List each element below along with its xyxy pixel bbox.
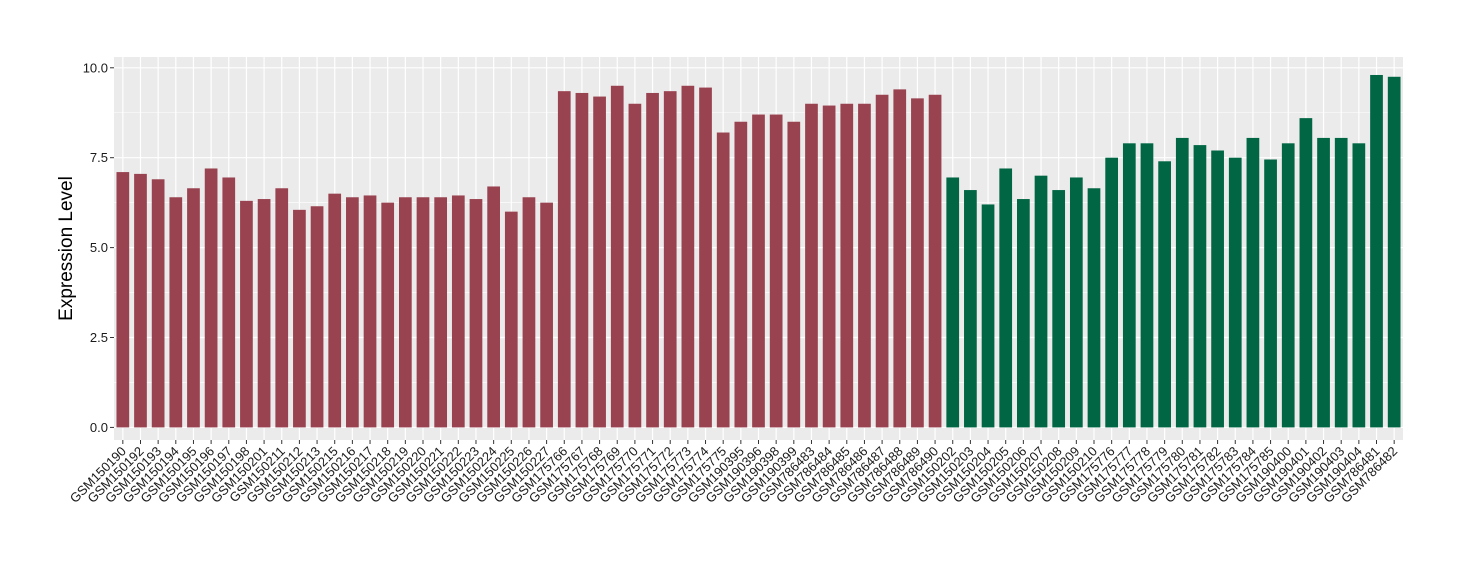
bar-GSM175777 (1122, 143, 1136, 428)
bar-GSM150218 (381, 202, 395, 428)
bar-GSM150215 (328, 193, 342, 428)
bar-GSM175775 (716, 132, 730, 428)
bar-GSM150202 (946, 177, 960, 428)
bar-GSM190395 (734, 121, 748, 428)
bar-GSM150205 (999, 168, 1013, 428)
bar-GSM150221 (434, 197, 448, 428)
bar-GSM150225 (504, 211, 518, 428)
bar-GSM175784 (1246, 137, 1260, 428)
bar-GSM150213 (310, 206, 324, 428)
bar-GSM190403 (1334, 137, 1348, 428)
bar-GSM175781 (1193, 145, 1207, 428)
bar-GSM175776 (1105, 157, 1119, 428)
bar-GSM150223 (469, 199, 483, 428)
y-axis-title: Expression Level (56, 176, 77, 321)
y-tick-label: 5.0 (90, 240, 108, 255)
bar-GSM786484 (822, 105, 836, 428)
bar-GSM786486 (858, 103, 871, 428)
bar-GSM190404 (1352, 143, 1366, 428)
bar-GSM150219 (398, 197, 412, 428)
bar-GSM786488 (893, 89, 907, 428)
bar-GSM190401 (1299, 118, 1313, 428)
bar-GSM786487 (875, 94, 889, 428)
bars (116, 74, 1401, 428)
bar-GSM175774 (699, 87, 712, 428)
bar-GSM190402 (1317, 137, 1330, 428)
y-tick-label: 7.5 (90, 150, 108, 165)
bar-GSM190399 (787, 121, 801, 428)
bar-GSM175780 (1175, 137, 1189, 428)
bar-GSM175770 (628, 103, 642, 428)
bar-GSM150211 (275, 188, 289, 428)
bar-GSM175768 (593, 96, 606, 428)
bar-GSM190398 (769, 114, 783, 428)
bar-GSM150209 (1069, 177, 1083, 428)
bar-GSM150217 (363, 195, 377, 428)
bar-GSM786490 (928, 94, 942, 428)
bar-GSM150194 (169, 197, 183, 428)
bar-GSM150190 (116, 172, 130, 428)
bar-GSM190400 (1281, 143, 1295, 428)
bar-GSM150206 (1017, 199, 1030, 428)
bar-GSM150212 (293, 209, 306, 428)
bar-GSM175773 (681, 85, 695, 428)
y-tick-label: 0.0 (90, 420, 108, 435)
bar-GSM150208 (1052, 190, 1066, 428)
y-tick-label: 10.0 (83, 60, 108, 75)
bar-GSM786483 (805, 103, 818, 428)
bar-GSM786489 (911, 98, 924, 428)
bar-GSM150226 (522, 197, 536, 428)
bar-GSM150204 (981, 204, 995, 428)
bar-GSM150197 (222, 177, 236, 428)
bar-GSM150193 (151, 179, 165, 428)
bar-GSM150210 (1087, 188, 1101, 428)
bar-GSM175778 (1140, 143, 1154, 428)
bar-GSM190396 (752, 114, 765, 428)
y-axis: 0.0 2.5 5.0 7.5 10.0 (83, 60, 114, 435)
bar-GSM175772 (663, 91, 677, 428)
y-tick-label: 2.5 (90, 330, 108, 345)
x-axis: GSM150190GSM150192GSM150193GSM150194GSM1… (67, 440, 1400, 506)
bar-GSM150196 (204, 168, 218, 428)
bar-GSM150222 (451, 195, 465, 428)
bar-GSM786481 (1370, 74, 1383, 428)
bar-GSM150201 (257, 199, 271, 428)
bar-GSM150203 (964, 190, 977, 428)
bar-GSM786485 (840, 103, 854, 428)
bar-GSM175771 (646, 92, 659, 428)
bar-GSM150216 (346, 197, 359, 428)
bar-GSM786482 (1387, 76, 1401, 428)
bar-GSM175779 (1158, 161, 1171, 428)
bar-GSM150220 (416, 197, 430, 428)
bar-GSM175785 (1264, 159, 1277, 428)
bar-GSM175769 (610, 85, 624, 428)
bar-GSM175783 (1228, 157, 1242, 428)
bar-GSM150224 (487, 186, 500, 428)
bar-GSM175767 (575, 92, 589, 428)
bar-GSM150192 (134, 173, 147, 428)
bar-GSM175782 (1211, 150, 1224, 428)
bar-GSM150227 (540, 202, 553, 428)
bar-GSM150195 (187, 188, 200, 428)
bar-GSM150207 (1034, 175, 1048, 428)
bar-GSM150198 (240, 200, 253, 428)
bar-GSM175766 (557, 91, 571, 428)
